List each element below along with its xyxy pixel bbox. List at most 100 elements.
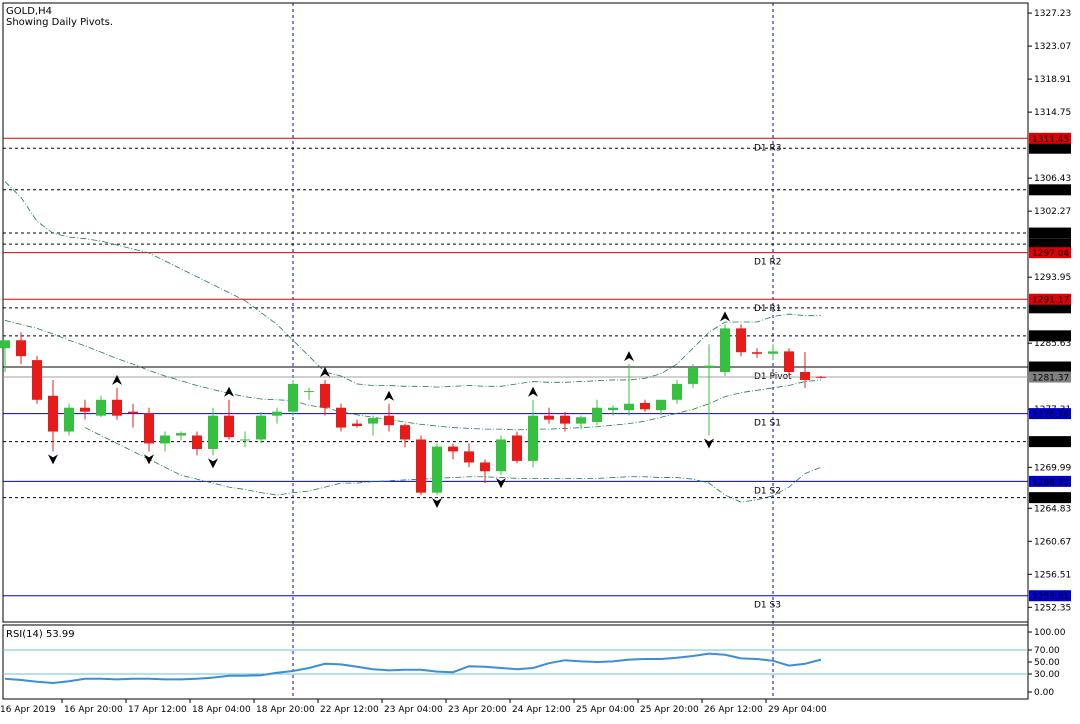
pivot-name-2: D1 R1 bbox=[754, 304, 782, 314]
candle bbox=[816, 375, 826, 379]
pivot-tag-5-bg bbox=[1029, 475, 1071, 487]
candle bbox=[208, 407, 218, 456]
price-tick-0: 1327.23 bbox=[1034, 9, 1071, 19]
candle-body bbox=[624, 403, 634, 411]
rsi-line bbox=[4, 652, 822, 685]
candle-body bbox=[48, 395, 58, 432]
time-tick-8: 24 Apr 12:00 bbox=[512, 705, 571, 715]
candle-body bbox=[320, 383, 330, 408]
candle bbox=[96, 395, 106, 418]
candle bbox=[704, 344, 714, 436]
dashed-level-tag-6-bg bbox=[1029, 436, 1071, 448]
fractal-down-3 bbox=[208, 458, 218, 469]
rsi-tick-2: 50.00 bbox=[1034, 658, 1060, 668]
candle-body bbox=[576, 417, 586, 424]
candle-body bbox=[448, 446, 458, 452]
rsi-tick-3: 30.00 bbox=[1034, 670, 1060, 680]
fractal-down-7 bbox=[432, 498, 442, 509]
candle bbox=[768, 344, 778, 361]
fractal-up-12 bbox=[720, 311, 730, 322]
candle bbox=[368, 415, 378, 436]
candle-body bbox=[560, 415, 570, 424]
fractal-up-9 bbox=[528, 386, 538, 397]
price-tick-11: 1260.67 bbox=[1034, 537, 1071, 547]
candle bbox=[784, 348, 794, 376]
pivot-name-4: D1 S1 bbox=[754, 419, 781, 429]
time-tick-12: 29 Apr 04:00 bbox=[768, 705, 827, 715]
fractal-down-8 bbox=[496, 478, 506, 489]
price-tick-13: 1252.35 bbox=[1034, 603, 1071, 613]
fractal-down-2 bbox=[144, 454, 154, 465]
dashed-level-tag-2: 1299.51 bbox=[1032, 230, 1069, 240]
main-plot-frame bbox=[2, 2, 1029, 623]
candle-body bbox=[112, 399, 122, 416]
candle bbox=[688, 364, 698, 388]
candle-body bbox=[784, 351, 794, 373]
candle bbox=[560, 411, 570, 432]
dashed-level-tag-0-bg bbox=[1029, 142, 1071, 154]
pivot-tag-0: 1311.45 bbox=[1032, 135, 1069, 145]
dashed-level-tag-4-bg bbox=[1029, 302, 1071, 314]
candle bbox=[256, 411, 266, 444]
candle-body bbox=[704, 365, 714, 369]
pivot-name-0: D1 R3 bbox=[754, 143, 782, 153]
candle bbox=[320, 379, 330, 416]
price-tick-3: 1314.75 bbox=[1034, 108, 1071, 118]
pivot-name-6: D1 S3 bbox=[754, 601, 781, 611]
dashed-level-tag-1-bg bbox=[1029, 184, 1071, 196]
candle-body bbox=[672, 383, 682, 400]
candle bbox=[672, 379, 682, 404]
fractal-up-4 bbox=[224, 386, 234, 397]
candle-body bbox=[752, 352, 762, 354]
pivot-name-1: D1 R2 bbox=[754, 258, 782, 268]
candle-body bbox=[368, 418, 378, 424]
candle bbox=[752, 348, 762, 358]
candle-body bbox=[400, 425, 410, 440]
candle bbox=[400, 423, 410, 448]
candle-body bbox=[64, 407, 74, 432]
current-price-tag: 1281.37 bbox=[1032, 374, 1069, 384]
candle bbox=[608, 405, 618, 416]
rsi-indicator: 100.00 70.00 50.00 30.00 0.00 bbox=[3, 628, 1066, 698]
candle-body bbox=[144, 413, 154, 444]
band-lower bbox=[84, 427, 822, 503]
price-tick-5: 1302.27 bbox=[1034, 207, 1071, 217]
candle-body bbox=[736, 328, 746, 353]
rsi-plot-frame bbox=[2, 624, 1029, 700]
time-tick-10: 25 Apr 20:00 bbox=[640, 705, 699, 715]
time-tick-6: 23 Apr 04:00 bbox=[384, 705, 443, 715]
fractal-down-11 bbox=[704, 438, 714, 449]
time-tick-1: 16 Apr 20:00 bbox=[64, 705, 123, 715]
current-price-tag-bg bbox=[1029, 371, 1071, 383]
pivot-tag-0-bg bbox=[1029, 132, 1071, 144]
pivot-tag-5: 1268.22 bbox=[1032, 478, 1069, 488]
time-tick-7: 23 Apr 20:00 bbox=[448, 705, 507, 715]
dashed-level-tag-4: 1290.09 bbox=[1032, 304, 1069, 314]
pivot-tag-1-bg bbox=[1029, 247, 1071, 259]
pivot-tag-6-bg bbox=[1029, 590, 1071, 602]
candle-body bbox=[432, 446, 442, 493]
candle-body bbox=[416, 439, 426, 493]
time-axis: 16 Apr 2019 16 Apr 20:00 17 Apr 12:00 18 Ap… bbox=[0, 699, 827, 715]
rsi-tick-0: 100.00 bbox=[1034, 628, 1066, 638]
pivot-tag-2-bg bbox=[1029, 293, 1071, 305]
candle-body bbox=[288, 383, 298, 412]
candle-body bbox=[592, 407, 602, 423]
dashed-level-tag-5: 1286.56 bbox=[1032, 332, 1069, 342]
candle bbox=[32, 356, 42, 404]
price-axis: 1327.23 1323.07 1318.91 1314.75 1306.43 1302.… bbox=[1028, 9, 1071, 613]
dashed-level-tag-7-bg bbox=[1029, 492, 1071, 504]
candle bbox=[736, 324, 746, 357]
dashed-level-tag-3: 1298.11 bbox=[1032, 241, 1069, 251]
candle bbox=[416, 435, 426, 496]
pivot-tag-3-bg bbox=[1029, 361, 1071, 373]
candle-body bbox=[224, 415, 234, 438]
candle-body bbox=[608, 407, 618, 411]
candle-body bbox=[0, 340, 10, 349]
candle-body bbox=[656, 399, 666, 411]
candle bbox=[128, 403, 138, 428]
price-tick-7: 1285.63 bbox=[1034, 339, 1071, 349]
candle-body bbox=[496, 439, 506, 472]
